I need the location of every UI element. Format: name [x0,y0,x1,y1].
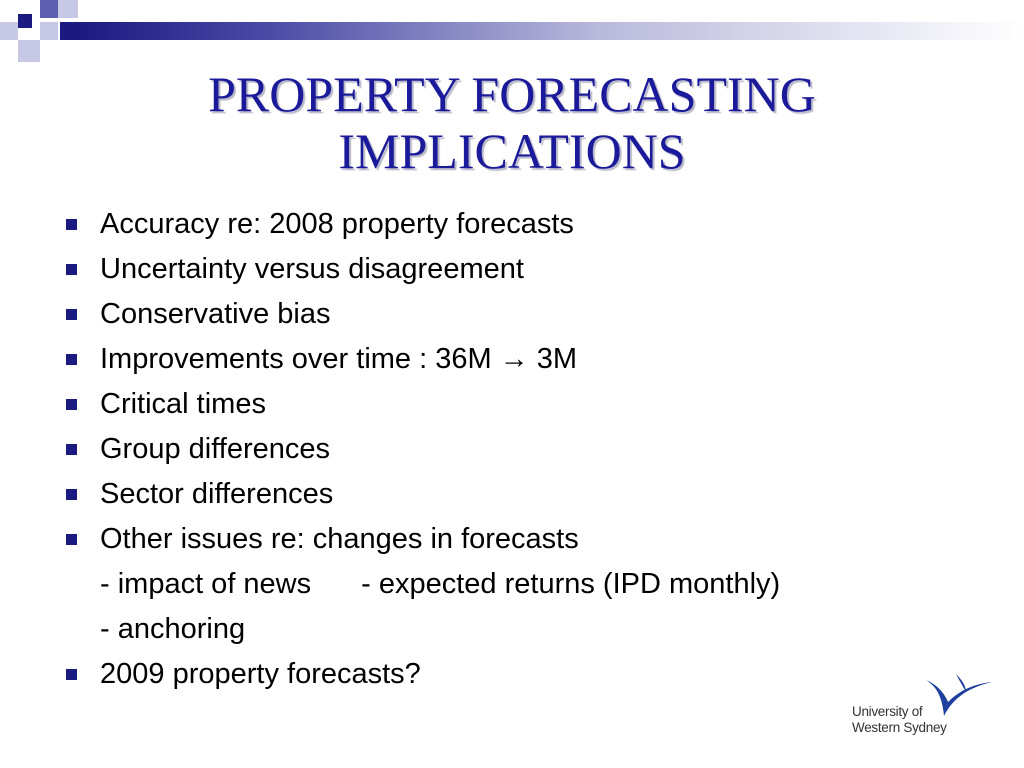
list-item: Improvements over time : 36M → 3M [60,337,1000,382]
header-square-decoration [60,22,78,40]
square-bullet-icon [66,534,77,545]
square-bullet-icon [66,219,77,230]
list-item-text: Accuracy re: 2008 property forecasts [100,208,574,240]
header-square-decoration [40,0,58,18]
list-item-text: 2009 property forecasts? [100,658,421,690]
university-logo: University of Western Sydney [852,672,997,744]
square-bullet-icon [66,354,77,365]
list-item: Uncertainty versus disagreement [60,247,1000,292]
list-item-text: Conservative bias [100,298,331,330]
sub-item-expected-returns: - expected returns (IPD monthly) [361,568,781,600]
list-item-text: Group differences [100,433,330,465]
header-square-decoration [0,22,18,40]
title-line-1: PROPERTY FORECASTING [208,66,816,122]
logo-wordmark: University of Western Sydney [852,704,947,736]
list-item-text: Improvements over time : 36M → 3M [100,343,578,375]
title-line-2: IMPLICATIONS [338,123,686,179]
square-bullet-icon [66,669,77,680]
list-item-text: Sector differences [100,478,334,510]
list-item: Other issues re: changes in forecasts [60,517,1000,562]
list-item-text: Other issues re: changes in forecasts [100,523,579,555]
bird-logo-icon [926,674,992,716]
header-square-decoration [40,22,58,40]
list-item-text: Uncertainty versus disagreement [100,253,524,285]
bullet-list: Accuracy re: 2008 property forecasts Unc… [60,202,1000,697]
sub-item-anchoring: - anchoring [100,613,246,645]
header-square-decoration [18,14,32,28]
square-bullet-icon [66,399,77,410]
header-gradient-bar [78,22,1024,40]
list-item-text: Critical times [100,388,266,420]
logo-line-1: University of [852,704,923,719]
list-item: Conservative bias [60,292,1000,337]
sub-item-impact-of-news: - impact of news [100,568,312,600]
list-item: 2009 property forecasts? [60,652,1000,697]
square-bullet-icon [66,309,77,320]
list-item: Accuracy re: 2008 property forecasts [60,202,1000,247]
sub-item-row: - impact of news - expected returns (IPD … [60,562,1000,607]
header-square-decoration [18,40,40,62]
list-item: Sector differences [60,472,1000,517]
square-bullet-icon [66,489,77,500]
slide-title: PROPERTY FORECASTING IMPLICATIONS [0,66,1024,180]
list-item: Group differences [60,427,1000,472]
logo-line-2: Western Sydney [852,720,947,735]
list-item: Critical times [60,382,1000,427]
square-bullet-icon [66,264,77,275]
sub-item-row: - anchoring [60,607,1000,652]
square-bullet-icon [66,444,77,455]
header-square-decoration [58,0,78,18]
